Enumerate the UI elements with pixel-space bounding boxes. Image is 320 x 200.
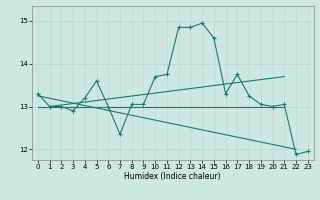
- X-axis label: Humidex (Indice chaleur): Humidex (Indice chaleur): [124, 172, 221, 181]
